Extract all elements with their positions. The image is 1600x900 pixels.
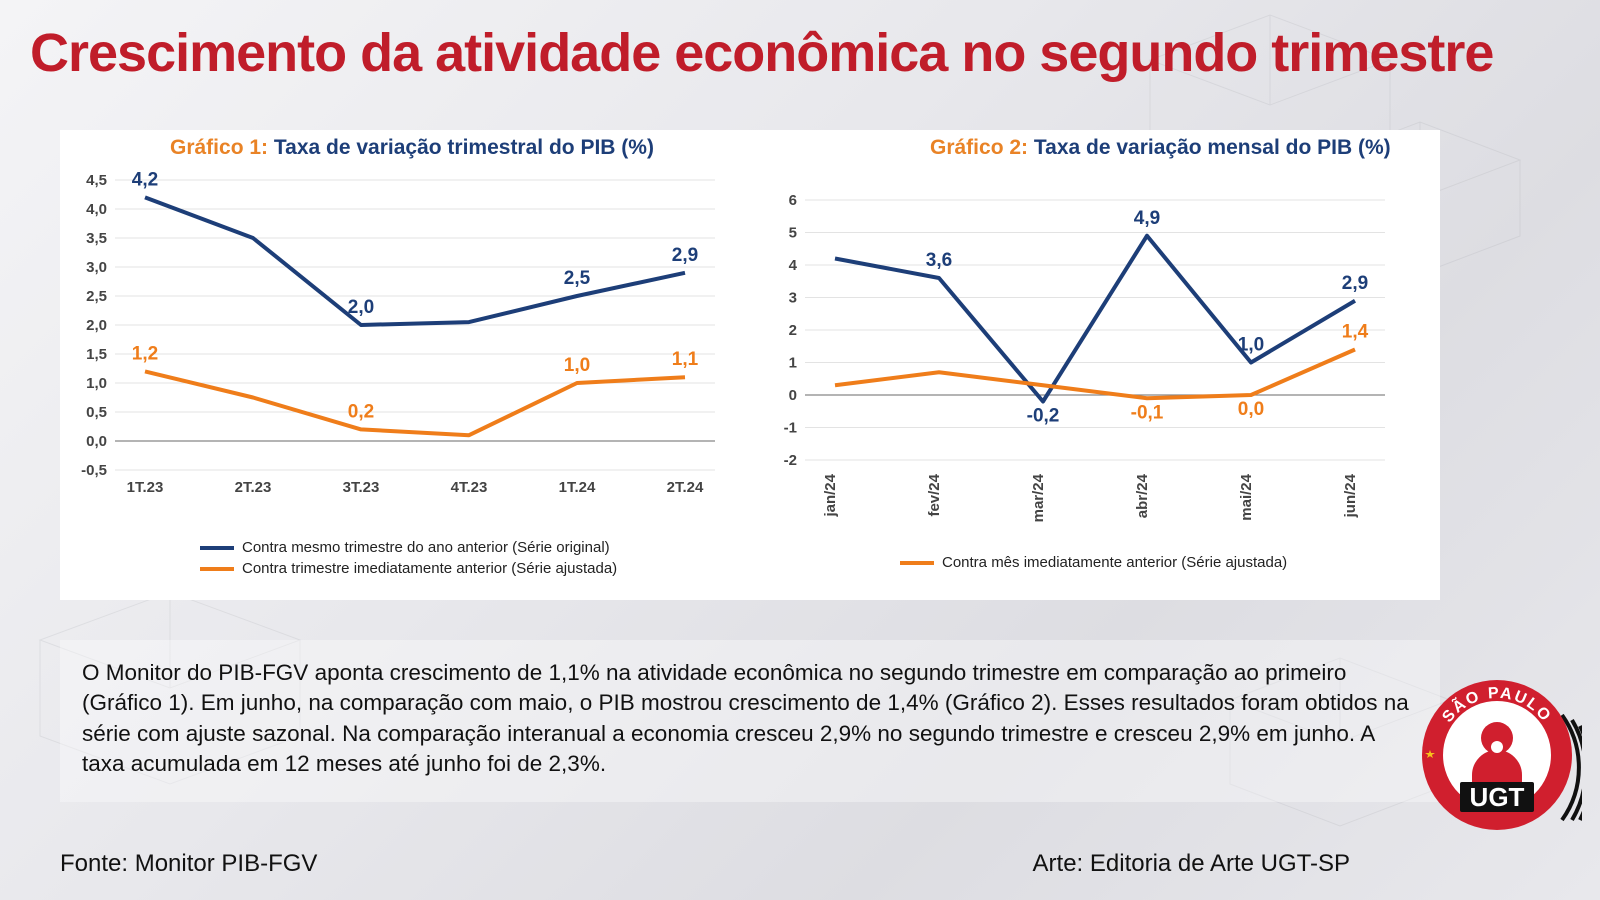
chart2-ytick: 1 [789,355,797,372]
chart1-ytick: 1,5 [86,346,107,363]
chart1-ytick: 4,0 [86,201,107,218]
charts-panel: Gráfico 1: Taxa de variação trimestral d… [60,130,1440,600]
chart2-series1-label: 4,9 [1134,208,1160,229]
chart2-title-text: Taxa de variação mensal do PIB (%) [1028,136,1391,159]
legend-label: Contra trimestre imediatamente anterior … [242,560,617,577]
chart1-ytick: 0,0 [86,433,107,450]
chart1-ytick: 1,0 [86,375,107,392]
chart2-ytick: -2 [784,452,797,469]
chart2-ytick: 3 [789,290,797,307]
chart1-series1-label: 2,5 [564,268,591,289]
chart1-ytick: 3,5 [86,230,107,247]
chart2-series2-label: 1,4 [1342,322,1369,343]
chart2-xtick: mar/24 [1030,473,1047,522]
legend-swatch [200,567,234,571]
chart2-ytick: 5 [789,225,797,242]
chart1-ytick: 2,0 [86,317,107,334]
chart2-series2-label: 0,0 [1238,399,1264,420]
ugt-sp-logo: SÃO PAULO UGT [1412,670,1582,840]
summary-paragraph: O Monitor do PIB-FGV aponta crescimento … [60,640,1440,802]
chart2-ytick: 2 [789,322,797,339]
chart2-xtick: fev/24 [926,473,943,516]
chart1-series1-label: 2,0 [348,297,374,318]
chart1-title: Gráfico 1: Taxa de variação trimestral d… [170,136,654,160]
chart1-ytick: 2,5 [86,288,107,305]
legend-label: Contra mesmo trimestre do ano anterior (… [242,539,610,556]
chart1-legend-item: Contra trimestre imediatamente anterior … [200,560,617,577]
chart1-series1-label: 2,9 [672,245,698,266]
chart2-title: Gráfico 2: Taxa de variação mensal do PI… [930,136,1391,160]
chart1-ytick: 3,0 [86,259,107,276]
chart2-ytick: 0 [789,387,797,404]
chart1-xtick: 2T.23 [235,479,272,496]
chart1-xtick: 1T.23 [127,479,164,496]
chart1-legend-item: Contra mesmo trimestre do ano anterior (… [200,539,617,556]
chart1-legend: Contra mesmo trimestre do ano anterior (… [200,535,617,577]
chart1-series2-label: 1,2 [132,343,158,364]
chart2-xtick: jun/24 [1342,473,1359,518]
chart1-ytick: 4,5 [86,172,107,189]
chart1-xtick: 1T.24 [559,479,596,496]
chart-2-monthly: Gráfico 2: Taxa de variação mensal do PI… [750,130,1440,600]
chart1-series2-label: 0,2 [348,401,374,422]
source-credit: Fonte: Monitor PIB-FGV [60,850,317,878]
svg-text:UGT: UGT [1470,782,1525,812]
chart1-series2-label: 1,0 [564,355,590,376]
art-credit: Arte: Editoria de Arte UGT-SP [1033,850,1350,878]
chart1-xtick: 4T.23 [451,479,488,496]
legend-swatch [900,561,934,565]
chart2-series2-label: -0,1 [1131,402,1164,423]
chart-1-quarterly: Gráfico 1: Taxa de variação trimestral d… [60,130,750,600]
chart1-xtick: 2T.24 [667,479,704,496]
chart1-plot: -0,5 0,0 0,5 1,0 1,5 2,0 2,5 3,0 3,5 4,0 4,5 1T.23 2… [60,130,750,600]
chart2-ytick: -1 [784,420,797,437]
chart1-series1-label: 4,2 [132,169,158,190]
chart2-xtick: abr/24 [1134,473,1151,518]
chart2-legend-item: Contra mês imediatamente anterior (Série… [900,554,1287,571]
chart2-series1-label: 2,9 [1342,273,1368,294]
chart2-ytick: 6 [789,192,797,209]
chart1-series2-label: 1,1 [672,349,699,370]
chart2-series1-label: 3,6 [926,250,952,271]
chart2-xtick: mai/24 [1238,473,1255,520]
chart1-xtick: 3T.23 [343,479,380,496]
chart1-title-text: Taxa de variação trimestral do PIB (%) [268,136,654,159]
chart1-ytick: 0,5 [86,404,107,421]
chart1-series1-line [145,197,685,325]
chart2-xtick: jan/24 [822,473,839,517]
page-title: Crescimento da atividade econômica no se… [30,22,1570,84]
chart2-plot: -2 -1 0 1 2 3 4 5 6 jan/24 fev/24 mar/24 abr/24 mai/2… [750,130,1440,600]
chart2-series1-label: 1,0 [1238,335,1264,356]
chart2-series1-label: -0,2 [1027,406,1060,427]
legend-swatch [200,546,234,550]
chart1-series2-line [145,371,685,435]
chart2-legend: Contra mês imediatamente anterior (Série… [900,550,1287,571]
chart2-title-prefix: Gráfico 2: [930,136,1028,159]
chart1-ytick: -0,5 [81,462,107,479]
legend-label: Contra mês imediatamente anterior (Série… [942,554,1287,571]
chart2-series2-line [835,350,1355,399]
chart2-ytick: 4 [789,257,798,274]
chart1-title-prefix: Gráfico 1: [170,136,268,159]
